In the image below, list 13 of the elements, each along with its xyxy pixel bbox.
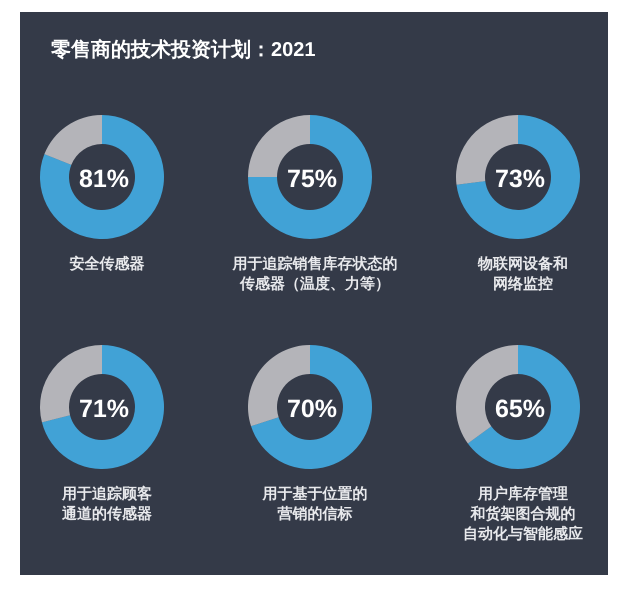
data-label: 81% — [78, 165, 130, 193]
data-label: 71% — [78, 395, 130, 423]
slice-label: 用于追踪顾客通道的传感器 — [61, 484, 152, 522]
slice-label: 用户库存管理和货架图合规的自动化与智能感应 — [463, 484, 583, 542]
slice-label: 物联网设备和网络监控 — [477, 256, 568, 292]
data-label: 73% — [494, 165, 546, 193]
chart-title: 零售商的技术投资计划：2021 — [51, 38, 316, 63]
slice-label: 用于基于位置的营销的信标 — [262, 486, 368, 522]
slice-label: 用于追踪销售库存状态的传感器（温度、力等） — [232, 254, 398, 292]
slice-label: 安全传感器 — [70, 254, 144, 272]
data-label: 70% — [286, 395, 338, 423]
data-label: 65% — [494, 395, 546, 423]
data-label: 75% — [286, 165, 338, 193]
